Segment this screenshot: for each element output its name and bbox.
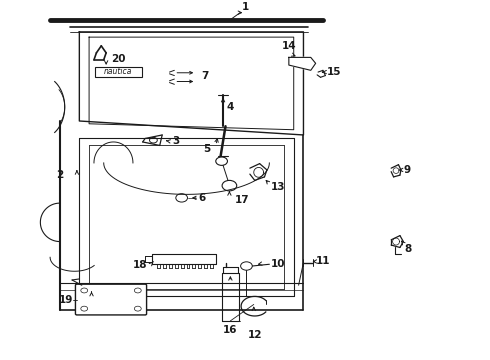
Text: 15: 15 <box>327 67 342 77</box>
FancyBboxPatch shape <box>96 67 142 77</box>
Text: 20: 20 <box>111 54 125 64</box>
Text: 11: 11 <box>316 256 330 266</box>
Text: 12: 12 <box>247 330 262 340</box>
Text: nautica: nautica <box>104 67 132 76</box>
Text: 10: 10 <box>271 258 285 269</box>
Text: 3: 3 <box>172 136 179 146</box>
Text: 16: 16 <box>223 325 238 336</box>
Text: 5: 5 <box>204 144 211 154</box>
Text: 2: 2 <box>56 170 64 180</box>
Text: 13: 13 <box>270 183 285 192</box>
Text: 4: 4 <box>226 102 234 112</box>
Text: 14: 14 <box>282 41 296 51</box>
Text: 1: 1 <box>242 2 248 12</box>
Text: 19: 19 <box>59 295 74 305</box>
Text: 7: 7 <box>201 71 209 81</box>
Text: 6: 6 <box>199 193 206 203</box>
Polygon shape <box>289 57 316 70</box>
Polygon shape <box>50 20 308 317</box>
Text: 8: 8 <box>404 243 412 253</box>
Text: 18: 18 <box>133 260 147 270</box>
FancyBboxPatch shape <box>75 284 147 315</box>
Text: 9: 9 <box>403 165 411 175</box>
Text: 17: 17 <box>235 195 250 204</box>
